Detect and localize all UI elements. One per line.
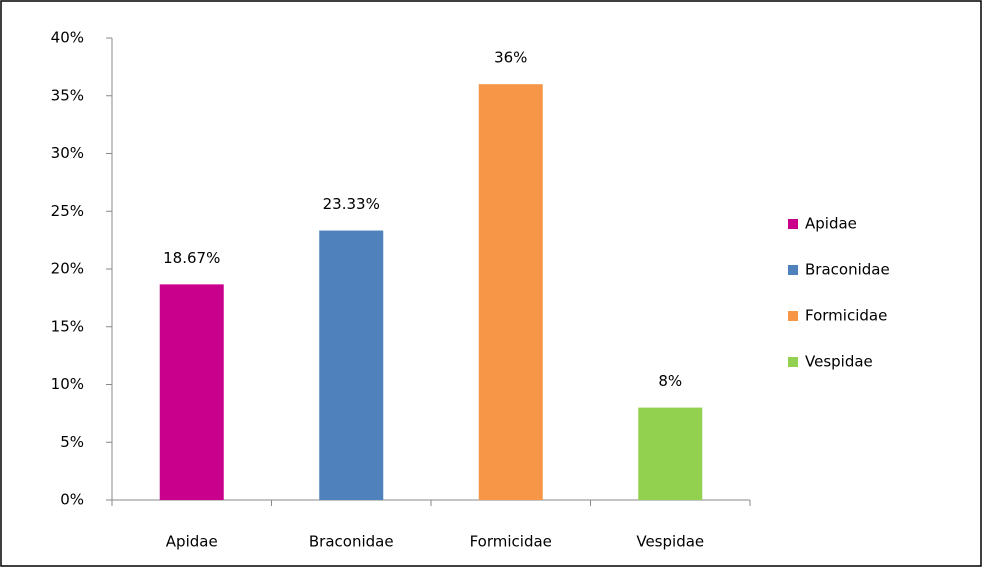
bar bbox=[478, 84, 543, 500]
y-tick-label: 25% bbox=[51, 202, 84, 220]
legend-label: Formicidae bbox=[805, 307, 887, 325]
legend-swatch bbox=[788, 219, 798, 229]
y-tick-label: 15% bbox=[51, 317, 84, 335]
legend-swatch bbox=[788, 357, 798, 367]
y-tick-label: 10% bbox=[51, 375, 84, 393]
legend-swatch bbox=[788, 311, 798, 321]
data-label: 23.33% bbox=[323, 195, 380, 213]
legend-label: Braconidae bbox=[805, 261, 890, 279]
y-tick-label: 5% bbox=[60, 433, 84, 451]
x-tick-label: Formicidae bbox=[470, 533, 552, 551]
y-tick-label: 0% bbox=[60, 491, 84, 509]
legend-label: Vespidae bbox=[805, 353, 873, 371]
y-tick-label: 40% bbox=[51, 29, 84, 47]
bar bbox=[638, 407, 703, 500]
x-tick-label: Vespidae bbox=[636, 533, 704, 551]
bar bbox=[319, 230, 384, 500]
y-tick-label: 35% bbox=[51, 86, 84, 104]
data-label: 8% bbox=[658, 372, 682, 390]
legend-label: Apidae bbox=[805, 215, 857, 233]
data-label: 36% bbox=[494, 49, 527, 67]
y-tick-label: 20% bbox=[51, 260, 84, 278]
data-label: 18.67% bbox=[163, 249, 220, 267]
x-tick-label: Apidae bbox=[166, 533, 218, 551]
x-tick-label: Braconidae bbox=[309, 533, 394, 551]
y-tick-label: 30% bbox=[51, 144, 84, 162]
legend-swatch bbox=[788, 265, 798, 275]
bar bbox=[159, 284, 224, 500]
